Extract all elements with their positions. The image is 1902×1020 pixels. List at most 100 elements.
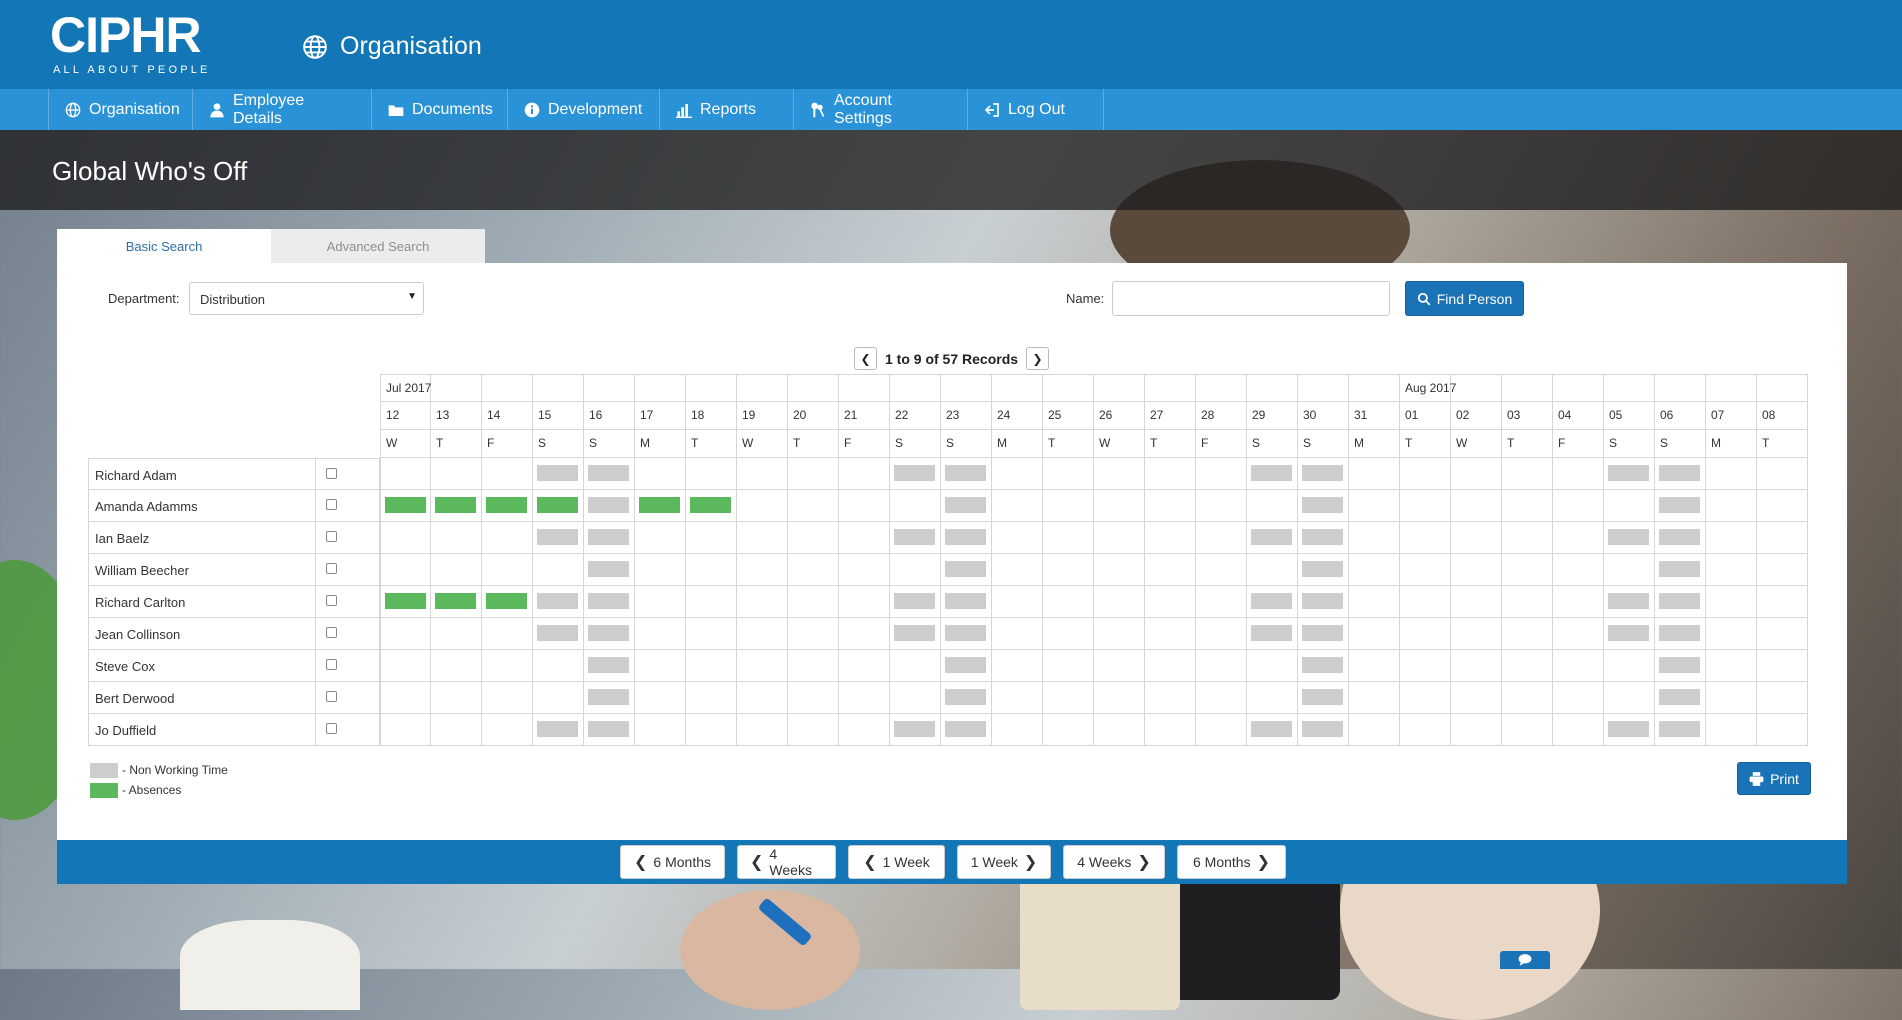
day-cell[interactable] — [1196, 554, 1247, 586]
day-cell[interactable] — [839, 682, 890, 714]
day-cell[interactable] — [788, 586, 839, 618]
day-cell[interactable] — [686, 618, 737, 650]
day-cell[interactable] — [1145, 554, 1196, 586]
day-cell[interactable] — [1043, 586, 1094, 618]
day-cell[interactable] — [1400, 554, 1451, 586]
day-cell[interactable] — [1043, 522, 1094, 554]
day-cell[interactable] — [1196, 682, 1247, 714]
day-cell[interactable] — [1400, 618, 1451, 650]
day-cell[interactable] — [584, 714, 635, 746]
day-cell[interactable] — [380, 682, 431, 714]
day-cell[interactable] — [1757, 554, 1808, 586]
day-cell[interactable] — [533, 458, 584, 490]
day-cell[interactable] — [1349, 458, 1400, 490]
day-cell[interactable] — [380, 650, 431, 682]
employee-select-checkbox[interactable] — [326, 627, 337, 638]
day-cell[interactable] — [1604, 458, 1655, 490]
day-cell[interactable] — [788, 618, 839, 650]
nav-item-organisation[interactable]: Organisation — [49, 89, 193, 130]
day-cell[interactable] — [431, 682, 482, 714]
day-cell[interactable] — [1298, 682, 1349, 714]
day-cell[interactable] — [380, 522, 431, 554]
day-cell[interactable] — [1553, 490, 1604, 522]
day-cell[interactable] — [1757, 682, 1808, 714]
day-cell[interactable] — [1553, 618, 1604, 650]
day-cell[interactable] — [584, 458, 635, 490]
day-cell[interactable] — [1502, 714, 1553, 746]
day-cell[interactable] — [482, 682, 533, 714]
employee-select-checkbox[interactable] — [326, 691, 337, 702]
day-cell[interactable] — [737, 490, 788, 522]
day-cell[interactable] — [1451, 490, 1502, 522]
day-cell[interactable] — [1553, 458, 1604, 490]
day-cell[interactable] — [1757, 618, 1808, 650]
day-cell[interactable] — [992, 522, 1043, 554]
print-button[interactable]: Print — [1737, 762, 1811, 795]
day-cell[interactable] — [1706, 490, 1757, 522]
day-cell[interactable] — [1349, 618, 1400, 650]
day-cell[interactable] — [890, 554, 941, 586]
day-cell[interactable] — [1706, 618, 1757, 650]
day-cell[interactable] — [1706, 458, 1757, 490]
day-cell[interactable] — [482, 458, 533, 490]
day-cell[interactable] — [1298, 490, 1349, 522]
day-cell[interactable] — [737, 618, 788, 650]
day-cell[interactable] — [380, 586, 431, 618]
day-cell[interactable] — [737, 522, 788, 554]
day-cell[interactable] — [1094, 618, 1145, 650]
day-cell[interactable] — [890, 618, 941, 650]
forward-1-week-button[interactable]: 1 Week ❯ — [957, 845, 1051, 879]
day-cell[interactable] — [788, 554, 839, 586]
day-cell[interactable] — [1400, 458, 1451, 490]
day-cell[interactable] — [431, 554, 482, 586]
day-cell[interactable] — [584, 554, 635, 586]
day-cell[interactable] — [584, 682, 635, 714]
day-cell[interactable] — [431, 586, 482, 618]
day-cell[interactable] — [1400, 522, 1451, 554]
day-cell[interactable] — [1451, 522, 1502, 554]
nav-item-employee-details[interactable]: Employee Details — [193, 89, 372, 130]
employee-select-checkbox[interactable] — [326, 595, 337, 606]
day-cell[interactable] — [686, 682, 737, 714]
day-cell[interactable] — [1247, 650, 1298, 682]
day-cell[interactable] — [1706, 714, 1757, 746]
day-cell[interactable] — [1043, 682, 1094, 714]
day-cell[interactable] — [1502, 586, 1553, 618]
day-cell[interactable] — [1247, 522, 1298, 554]
employee-select-checkbox[interactable] — [326, 723, 337, 734]
day-cell[interactable] — [941, 682, 992, 714]
day-cell[interactable] — [1553, 554, 1604, 586]
day-cell[interactable] — [1349, 714, 1400, 746]
day-cell[interactable] — [1196, 458, 1247, 490]
day-cell[interactable] — [1502, 554, 1553, 586]
employee-select-checkbox[interactable] — [326, 563, 337, 574]
ciphr-logo[interactable]: CIPHR ALL ABOUT PEOPLE — [50, 10, 211, 76]
day-cell[interactable] — [584, 586, 635, 618]
day-cell[interactable] — [890, 490, 941, 522]
day-cell[interactable] — [1502, 490, 1553, 522]
day-cell[interactable] — [788, 714, 839, 746]
day-cell[interactable] — [992, 490, 1043, 522]
day-cell[interactable] — [1655, 490, 1706, 522]
day-cell[interactable] — [992, 458, 1043, 490]
day-cell[interactable] — [1145, 586, 1196, 618]
find-person-button[interactable]: Find Person — [1405, 281, 1524, 316]
day-cell[interactable] — [839, 522, 890, 554]
day-cell[interactable] — [686, 714, 737, 746]
day-cell[interactable] — [1706, 650, 1757, 682]
day-cell[interactable] — [533, 714, 584, 746]
day-cell[interactable] — [431, 458, 482, 490]
nav-item-reports[interactable]: Reports — [660, 89, 794, 130]
day-cell[interactable] — [1094, 682, 1145, 714]
day-cell[interactable] — [1298, 714, 1349, 746]
day-cell[interactable] — [890, 682, 941, 714]
day-cell[interactable] — [1604, 650, 1655, 682]
day-cell[interactable] — [1349, 522, 1400, 554]
day-cell[interactable] — [1502, 522, 1553, 554]
day-cell[interactable] — [482, 586, 533, 618]
day-cell[interactable] — [992, 714, 1043, 746]
day-cell[interactable] — [788, 490, 839, 522]
day-cell[interactable] — [788, 458, 839, 490]
day-cell[interactable] — [1655, 522, 1706, 554]
back-6-months-button[interactable]: ❮ 6 Months — [620, 845, 725, 879]
